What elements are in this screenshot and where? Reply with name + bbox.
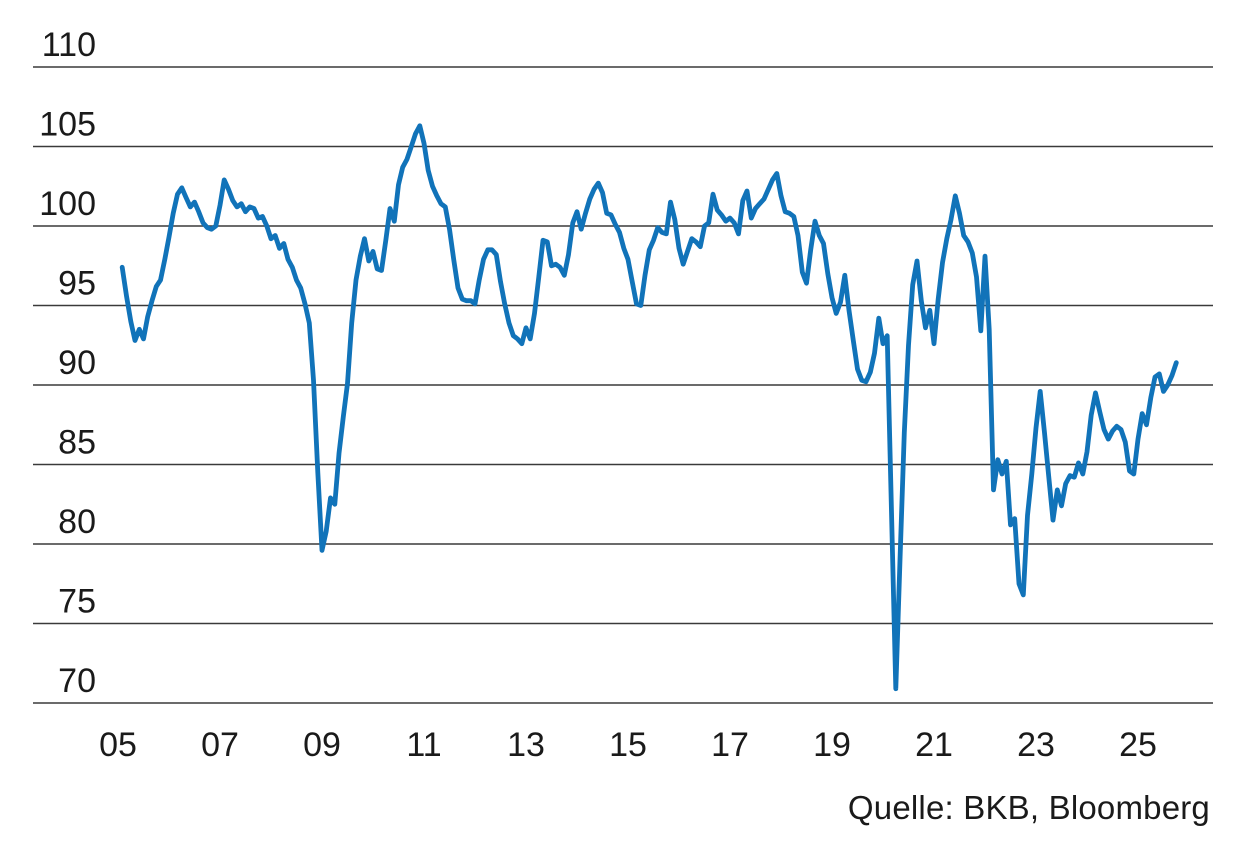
y-tick-label: 80 [58, 503, 96, 541]
x-tick-label: 13 [507, 726, 545, 764]
y-tick-label: 95 [58, 265, 96, 303]
y-tick-label: 100 [39, 185, 96, 223]
x-tick-label: 23 [1017, 726, 1055, 764]
y-tick-label: 90 [58, 344, 96, 382]
x-tick-label: 07 [201, 726, 239, 764]
x-tick-label: 21 [915, 726, 953, 764]
y-tick-label: 70 [58, 662, 96, 700]
y-tick-label: 110 [42, 26, 96, 64]
x-tick-label: 19 [813, 726, 851, 764]
x-tick-label: 05 [99, 726, 137, 764]
source-note: Quelle: BKB, Bloomberg [847, 789, 1210, 826]
series-line [119, 123, 1179, 692]
y-tick-label: 85 [58, 424, 96, 462]
x-tick-label: 15 [609, 726, 647, 764]
x-tick-label: 09 [303, 726, 341, 764]
x-tick-label: 17 [711, 726, 749, 764]
x-tick-label: 25 [1119, 726, 1157, 764]
y-tick-label: 75 [58, 583, 96, 621]
x-tick-label: 11 [406, 726, 441, 764]
y-tick-label: 105 [39, 106, 96, 144]
